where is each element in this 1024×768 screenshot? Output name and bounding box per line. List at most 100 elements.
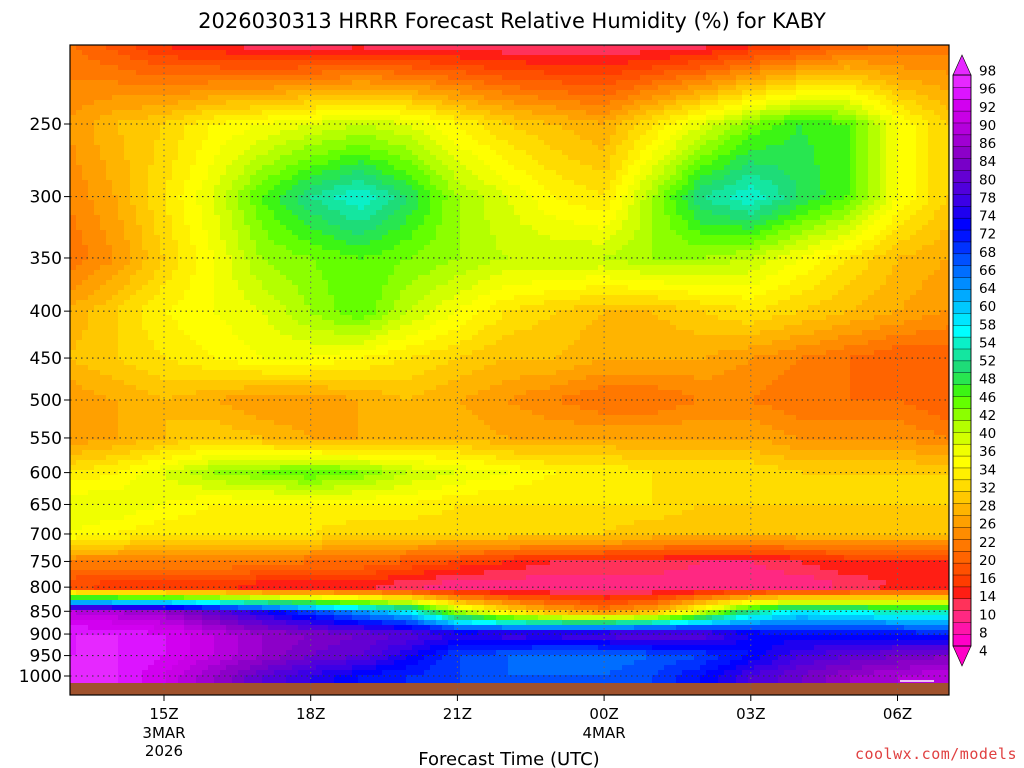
- rh-cell: [508, 175, 515, 181]
- rh-cell: [676, 105, 683, 111]
- rh-cell: [784, 155, 791, 161]
- rh-cell: [142, 160, 149, 166]
- rh-cell: [178, 210, 185, 216]
- rh-cell: [604, 110, 611, 116]
- rh-cell: [124, 65, 131, 71]
- rh-cell: [232, 120, 239, 126]
- rh-cell: [268, 100, 275, 106]
- rh-cell: [724, 100, 731, 106]
- rh-cell: [310, 50, 317, 56]
- rh-cell: [292, 195, 299, 201]
- rh-cell: [592, 75, 599, 81]
- rh-cell: [544, 200, 551, 206]
- rh-cell: [532, 85, 539, 91]
- rh-cell: [226, 55, 233, 61]
- rh-cell: [472, 125, 479, 131]
- rh-cell: [736, 85, 743, 91]
- rh-cell: [166, 95, 173, 101]
- rh-cell: [772, 135, 779, 141]
- rh-cell: [928, 60, 935, 66]
- rh-cell: [448, 210, 455, 216]
- rh-cell: [808, 175, 815, 181]
- rh-cell: [850, 55, 857, 61]
- rh-cell: [76, 145, 83, 151]
- rh-cell: [358, 170, 365, 176]
- rh-cell: [796, 195, 803, 201]
- rh-cell: [286, 140, 293, 146]
- rh-cell: [412, 185, 419, 191]
- rh-cell: [940, 185, 947, 191]
- rh-cell: [250, 195, 257, 201]
- rh-cell: [676, 110, 683, 116]
- rh-cell: [796, 55, 803, 61]
- rh-cell: [898, 90, 905, 96]
- rh-cell: [562, 200, 569, 206]
- rh-cell: [124, 175, 131, 181]
- rh-cell: [100, 65, 107, 71]
- rh-cell: [82, 165, 89, 171]
- rh-cell: [568, 190, 575, 196]
- rh-cell: [754, 105, 761, 111]
- rh-cell: [778, 110, 785, 116]
- rh-cell: [262, 80, 269, 86]
- rh-cell: [892, 195, 899, 201]
- rh-cell: [796, 50, 803, 56]
- rh-cell: [214, 75, 221, 81]
- rh-cell: [880, 100, 887, 106]
- rh-cell: [706, 190, 713, 196]
- rh-cell: [544, 140, 551, 146]
- rh-cell: [334, 170, 341, 176]
- rh-cell: [436, 70, 443, 76]
- rh-cell: [532, 160, 539, 166]
- rh-cell: [208, 175, 215, 181]
- rh-cell: [226, 155, 233, 161]
- rh-cell: [784, 85, 791, 91]
- rh-cell: [232, 80, 239, 86]
- rh-cell: [262, 75, 269, 81]
- rh-cell: [544, 65, 551, 71]
- rh-cell: [622, 200, 629, 206]
- rh-cell: [694, 145, 701, 151]
- rh-cell: [172, 110, 179, 116]
- rh-cell: [502, 150, 509, 156]
- rh-cell: [640, 115, 647, 121]
- rh-cell: [214, 45, 221, 51]
- rh-cell: [544, 115, 551, 121]
- rh-cell: [340, 70, 347, 76]
- rh-cell: [934, 145, 941, 151]
- rh-cell: [904, 135, 911, 141]
- rh-cell: [556, 95, 563, 101]
- rh-cell: [922, 85, 929, 91]
- rh-cell: [172, 140, 179, 146]
- rh-cell: [526, 105, 533, 111]
- rh-cell: [322, 80, 329, 86]
- rh-cell: [664, 160, 671, 166]
- rh-cell: [304, 160, 311, 166]
- rh-cell: [922, 90, 929, 96]
- rh-cell: [760, 140, 767, 146]
- rh-cell: [736, 45, 743, 51]
- rh-cell: [100, 210, 107, 216]
- rh-cell: [868, 85, 875, 91]
- rh-cell: [538, 55, 545, 61]
- rh-cell: [730, 95, 737, 101]
- rh-cell: [946, 145, 949, 151]
- rh-cell: [88, 50, 95, 56]
- rh-cell: [490, 140, 497, 146]
- rh-cell: [130, 110, 137, 116]
- rh-cell: [598, 190, 605, 196]
- rh-cell: [418, 185, 425, 191]
- rh-cell: [730, 90, 737, 96]
- rh-cell: [808, 65, 815, 71]
- rh-cell: [856, 120, 863, 126]
- rh-cell: [880, 155, 887, 161]
- rh-cell: [718, 180, 725, 186]
- rh-cell: [166, 75, 173, 81]
- rh-cell: [508, 90, 515, 96]
- rh-cell: [244, 105, 251, 111]
- rh-cell: [310, 120, 317, 126]
- rh-cell: [682, 185, 689, 191]
- rh-cell: [694, 135, 701, 141]
- rh-cell: [196, 60, 203, 66]
- rh-cell: [604, 90, 611, 96]
